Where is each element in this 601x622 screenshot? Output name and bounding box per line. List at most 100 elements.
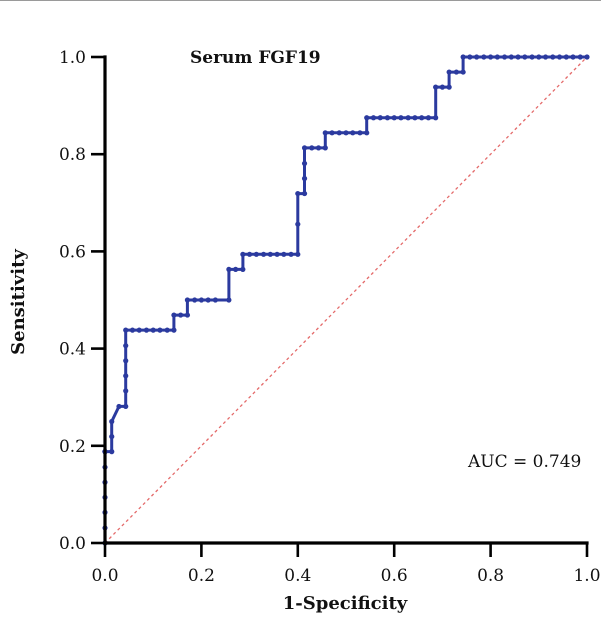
axes: [103, 55, 589, 545]
roc-point: [467, 54, 473, 60]
y-tick-label: 0.8: [59, 145, 86, 165]
roc-point: [301, 190, 308, 197]
roc-point: [384, 115, 391, 121]
roc-point: [550, 54, 556, 60]
roc-point: [309, 145, 315, 151]
roc-point: [123, 403, 129, 410]
roc-point: [515, 54, 521, 60]
roc-point: [109, 418, 115, 425]
roc-point: [198, 297, 204, 303]
roc-point: [301, 175, 308, 182]
roc-point: [178, 312, 184, 318]
roc-point: [364, 130, 370, 136]
roc-point: [247, 251, 253, 257]
roc-point: [460, 54, 466, 60]
y-tick-label: 1.0: [59, 48, 86, 68]
x-tick-label: 0.6: [381, 566, 408, 586]
roc-point: [123, 343, 129, 349]
x-tick-label: 0.4: [284, 566, 311, 586]
roc-point: [157, 327, 163, 333]
roc-point: [343, 130, 349, 136]
roc-point: [446, 69, 452, 75]
roc-point: [439, 84, 445, 90]
roc-point: [584, 54, 590, 60]
roc-point: [405, 115, 411, 121]
roc-point: [412, 115, 418, 121]
roc-point: [171, 327, 177, 333]
roc-point: [212, 297, 218, 303]
roc-point: [123, 388, 129, 394]
y-tick-label: 0.6: [59, 242, 86, 262]
roc-point: [494, 54, 500, 60]
roc-point: [150, 327, 156, 333]
roc-point: [556, 54, 563, 60]
roc-point: [570, 54, 576, 60]
roc-point: [460, 69, 466, 75]
roc-point: [136, 327, 142, 333]
roc-point: [364, 115, 370, 121]
auc-annotation: AUC = 0.749: [467, 452, 581, 472]
roc-point: [336, 130, 342, 136]
roc-point: [274, 251, 280, 257]
tick-marks: 0.0 0.2 0.4 0.6 0.8 1.0 0.0 0.2 0.4 0.6 0.8 1.0: [59, 48, 601, 586]
roc-point: [433, 84, 439, 90]
roc-point: [295, 221, 301, 227]
y-tick-label: 0.2: [59, 437, 86, 457]
chart-title: Serum FGF19: [190, 48, 321, 68]
roc-point: [474, 54, 480, 60]
x-tick-label: 0.8: [477, 566, 504, 586]
roc-point: [301, 145, 308, 151]
roc-point: [267, 251, 273, 257]
roc-point: [253, 251, 259, 257]
roc-point: [536, 54, 542, 60]
roc-point: [322, 145, 328, 151]
roc-point: [522, 54, 528, 60]
roc-point: [425, 115, 432, 121]
roc-point: [453, 69, 459, 75]
roc-point: [109, 433, 115, 440]
roc-point: [184, 297, 191, 303]
roc-point: [542, 54, 549, 60]
roc-point: [171, 312, 177, 318]
roc-point: [357, 130, 363, 136]
roc-point: [123, 358, 129, 364]
roc-point: [350, 130, 356, 136]
y-axis-title: Sensitivity: [8, 249, 29, 355]
roc-point: [370, 115, 377, 121]
roc-point: [123, 373, 129, 379]
x-tick-label: 0.2: [188, 566, 215, 586]
roc-point: [446, 84, 452, 90]
roc-point: [577, 54, 583, 60]
roc-point: [109, 449, 115, 455]
roc-point: [281, 251, 287, 257]
roc-point: [295, 190, 301, 197]
roc-point: [129, 327, 136, 333]
roc-point: [184, 312, 191, 318]
y-tick-label: 0.4: [59, 340, 86, 360]
roc-point: [433, 115, 439, 121]
y-tick-label: 0.0: [59, 534, 86, 554]
roc-point: [226, 266, 232, 272]
roc-point: [233, 266, 239, 272]
roc-point: [260, 251, 267, 257]
roc-point: [123, 327, 129, 333]
roc-point: [240, 251, 246, 257]
roc-point: [508, 54, 514, 60]
roc-point: [563, 54, 569, 60]
x-tick-label: 0.0: [91, 566, 118, 586]
roc-point: [501, 54, 508, 60]
roc-point: [377, 115, 383, 121]
top-rule: [0, 0, 601, 1]
roc-point: [301, 160, 308, 167]
roc-point: [315, 145, 322, 151]
roc-point: [322, 130, 328, 136]
roc-point: [391, 115, 397, 121]
x-tick-label: 1.0: [573, 566, 600, 586]
roc-point: [419, 115, 425, 121]
roc-point: [529, 54, 535, 60]
roc-point: [488, 54, 494, 60]
roc-point: [164, 327, 170, 333]
roc-point: [192, 297, 198, 303]
roc-point: [226, 297, 232, 303]
